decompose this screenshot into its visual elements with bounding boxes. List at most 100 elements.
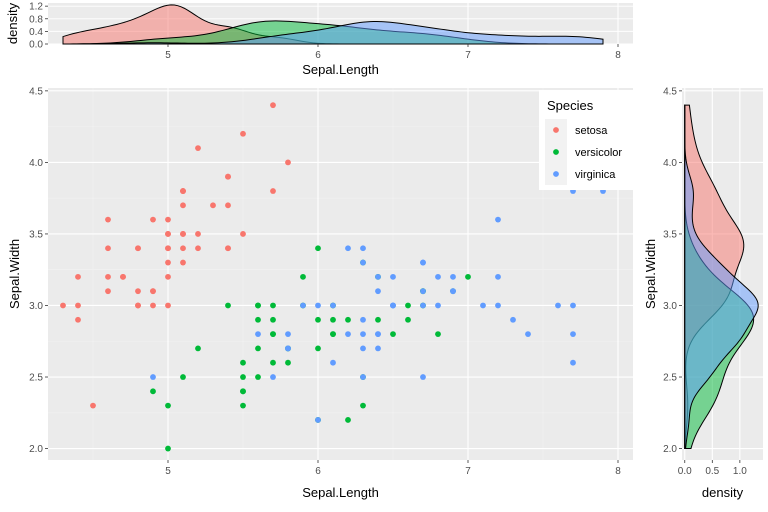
scatter-point-virginica — [570, 331, 576, 337]
scatter-point-setosa — [150, 288, 156, 295]
scatter-point-virginica — [360, 374, 366, 380]
top-x-tick-label: 8 — [615, 50, 621, 61]
scatter-point-setosa — [225, 245, 231, 252]
right-y-tick-label: 2.0 — [663, 444, 677, 455]
scatter-point-setosa — [225, 202, 231, 209]
scatter-point-setosa — [135, 288, 141, 295]
scatter-point-virginica — [570, 302, 576, 309]
top-x-axis-title: Sepal.Length — [302, 62, 379, 77]
scatter-point-versicolor — [435, 331, 441, 337]
y-tick-label: 3.5 — [29, 229, 43, 240]
x-tick-label: 6 — [315, 466, 321, 477]
legend-key-versicolor — [553, 149, 559, 155]
scatter-point-virginica — [510, 316, 516, 323]
scatter-point-virginica — [420, 302, 426, 309]
scatter-point-virginica — [450, 273, 456, 280]
scatter-point-versicolor — [240, 374, 246, 380]
scatter-point-setosa — [60, 302, 66, 309]
scatter-y-axis-title: Sepal.Width — [7, 239, 22, 309]
scatter-point-setosa — [120, 273, 126, 280]
right-x-tick-label: 1.0 — [733, 466, 747, 477]
scatter-point-setosa — [135, 302, 141, 309]
scatter-point-virginica — [345, 331, 351, 337]
scatter-point-versicolor — [240, 388, 246, 395]
scatter-point-virginica — [420, 288, 426, 295]
legend-title: Species — [547, 98, 594, 113]
scatter-point-virginica — [420, 259, 426, 266]
scatter-point-virginica — [570, 359, 576, 366]
scatter-point-virginica — [390, 273, 396, 280]
scatter-point-virginica — [435, 273, 441, 280]
scatter-point-versicolor — [285, 359, 291, 366]
scatter-point-versicolor — [345, 316, 351, 323]
x-tick-label: 5 — [165, 466, 171, 477]
scatter-panel: 5 6 7 8 2.0 2.5 3.0 3.5 4.0 4.5 Sepal.Length Sepa… — [7, 86, 633, 500]
scatter-point-virginica — [375, 345, 381, 352]
legend-key-setosa — [553, 127, 559, 133]
scatter-point-setosa — [240, 231, 246, 237]
scatter-point-virginica — [495, 273, 501, 280]
scatter-point-virginica — [450, 288, 456, 295]
scatter-point-setosa — [285, 159, 291, 166]
scatter-point-setosa — [270, 188, 276, 194]
scatter-point-virginica — [270, 374, 276, 380]
right-panel-ticks: 2.0 2.5 3.0 3.5 4.0 4.5 0.0 0.5 1.0 — [663, 86, 747, 477]
scatter-point-setosa — [165, 302, 171, 309]
scatter-point-virginica — [285, 345, 291, 352]
scatter-point-versicolor — [315, 345, 321, 352]
scatter-point-virginica — [525, 331, 531, 337]
top-y-axis-title: density — [5, 2, 20, 44]
scatter-point-setosa — [105, 273, 111, 280]
scatter-point-virginica — [375, 331, 381, 337]
scatter-point-setosa — [195, 231, 201, 237]
scatter-point-virginica — [375, 288, 381, 295]
scatter-point-virginica — [345, 245, 351, 252]
scatter-point-versicolor — [270, 302, 276, 309]
scatter-point-virginica — [330, 302, 336, 309]
scatter-point-versicolor — [330, 316, 336, 323]
scatter-point-versicolor — [405, 316, 411, 323]
top-density-virginica — [62, 21, 604, 45]
scatter-point-versicolor — [270, 316, 276, 323]
scatter-x-axis-title: Sepal.Length — [302, 485, 379, 500]
scatter-point-versicolor — [360, 402, 366, 409]
scatter-point-versicolor — [255, 302, 261, 309]
right-y-tick-label: 4.0 — [663, 158, 677, 169]
legend-key-virginica — [553, 171, 559, 177]
y-tick-label: 3.0 — [29, 301, 43, 312]
right-density-virginica — [684, 104, 759, 450]
scatter-point-virginica — [285, 331, 291, 337]
scatter-point-virginica — [360, 345, 366, 352]
right-x-tick-label: 0.5 — [705, 466, 719, 477]
scatter-point-setosa — [180, 259, 186, 266]
top-x-tick-label: 7 — [465, 50, 471, 61]
scatter-point-setosa — [75, 302, 81, 309]
right-y-axis-title: Sepal.Width — [643, 239, 658, 309]
scatter-point-versicolor — [255, 374, 261, 380]
scatter-point-setosa — [150, 216, 156, 223]
legend-label-virginica: virginica — [575, 169, 616, 181]
top-y-tick-label: 0.4 — [29, 27, 43, 38]
scatter-point-versicolor — [315, 316, 321, 323]
scatter-point-virginica — [360, 259, 366, 266]
y-tick-label: 4.5 — [29, 86, 43, 97]
scatter-point-versicolor — [165, 445, 171, 452]
right-y-tick-label: 2.5 — [663, 373, 677, 384]
top-y-tick-label: 1.2 — [29, 2, 43, 13]
scatter-point-versicolor — [270, 331, 276, 337]
scatter-point-versicolor — [240, 402, 246, 409]
scatter-point-setosa — [165, 245, 171, 252]
scatter-point-versicolor — [270, 359, 276, 366]
scatter-point-virginica — [420, 374, 426, 380]
scatter-point-versicolor — [195, 345, 201, 352]
scatter-panel-background — [48, 88, 633, 460]
scatter-point-versicolor — [300, 273, 306, 280]
top-density-panel: 5 6 7 8 0.0 0.4 0.81.2 Sepal.Length density — [5, 2, 633, 77]
scatter-point-virginica — [360, 331, 366, 337]
scatter-point-setosa — [210, 202, 216, 209]
scatter-point-virginica — [150, 374, 156, 380]
legend-label-setosa: setosa — [575, 125, 608, 137]
scatter-point-virginica — [495, 216, 501, 223]
